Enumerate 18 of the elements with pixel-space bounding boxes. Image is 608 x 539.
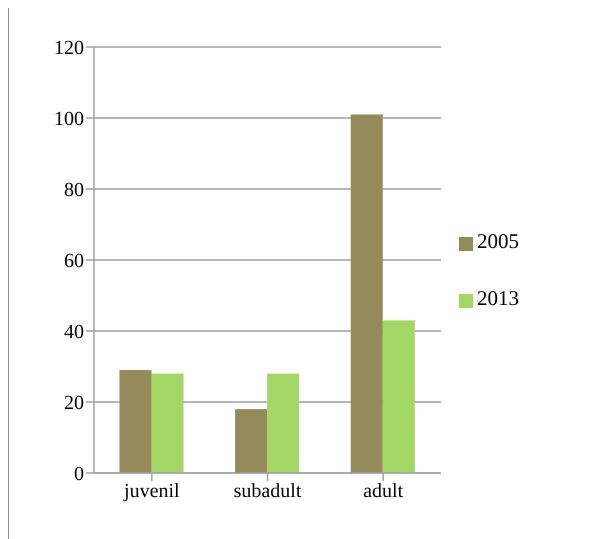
y-tick-label: 0 <box>74 463 84 486</box>
legend-label: 2005 <box>477 228 519 252</box>
x-tick-label: juvenil <box>123 480 180 502</box>
legend-label: 2013 <box>477 286 519 310</box>
y-tick-label: 20 <box>64 392 84 414</box>
x-tick-label: subadult <box>234 480 302 502</box>
bar <box>350 114 383 473</box>
bar <box>119 370 152 473</box>
bar <box>151 374 184 473</box>
y-tick-label: 120 <box>54 37 84 60</box>
y-tick-label: 100 <box>54 108 84 130</box>
x-tick-label: adult <box>363 480 404 502</box>
y-tick-label: 40 <box>64 321 84 344</box>
bar <box>382 320 415 473</box>
y-tick-label: 60 <box>64 250 84 272</box>
bar <box>267 374 300 473</box>
y-tick-label: 80 <box>64 179 84 202</box>
bar <box>235 409 268 473</box>
